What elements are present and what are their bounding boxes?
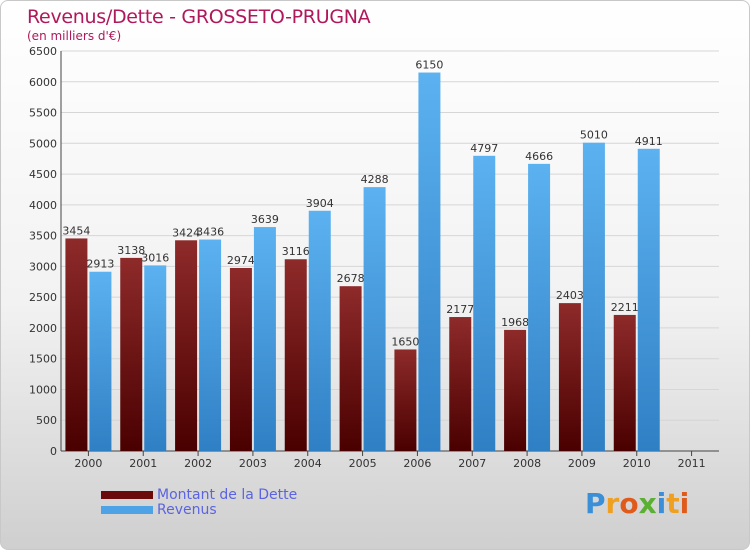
bar-revenus: [418, 72, 441, 452]
logo-letter: t: [666, 487, 680, 520]
y-tick-label: 1000: [29, 383, 57, 396]
data-label: 3116: [282, 245, 310, 258]
bar-dette: [394, 349, 417, 451]
data-label: 2913: [86, 258, 114, 271]
data-label: 2678: [337, 272, 365, 285]
bar-revenus: [582, 142, 605, 451]
y-tick-label: 6000: [29, 76, 57, 89]
y-tick-label: 5500: [29, 107, 57, 120]
legend-swatch-revenus: [101, 505, 153, 514]
data-label: 2974: [227, 254, 255, 267]
x-tick-label: 2008: [513, 457, 541, 470]
bar-dette: [175, 240, 198, 451]
chart-subtitle: (en milliers d'€): [27, 29, 122, 43]
bar-dette: [558, 303, 581, 451]
bar-revenus: [637, 148, 660, 452]
x-tick-label: 2009: [568, 457, 596, 470]
bar-revenus: [528, 163, 551, 451]
y-tick-label: 2500: [29, 291, 57, 304]
bar-dette: [504, 329, 527, 451]
proxiti-logo: Proxiti: [585, 487, 689, 520]
data-label: 3904: [306, 197, 334, 210]
data-label: 2177: [446, 303, 474, 316]
logo-letter: x: [638, 487, 657, 520]
bar-dette: [339, 286, 362, 451]
x-tick-label: 2011: [678, 457, 706, 470]
legend-label-debt: Montant de la Dette: [157, 486, 298, 503]
bar-dette: [229, 267, 252, 451]
bar-revenus: [89, 271, 112, 451]
x-tick-label: 2000: [74, 457, 102, 470]
x-tick-label: 2001: [129, 457, 157, 470]
x-tick-label: 2007: [458, 457, 486, 470]
logo-letter: P: [585, 487, 606, 520]
data-label: 3639: [251, 213, 279, 226]
data-label: 4797: [470, 142, 498, 155]
y-tick-label: 2000: [29, 322, 57, 335]
x-tick-label: 2004: [294, 457, 322, 470]
x-tick-label: 2006: [403, 457, 431, 470]
data-label: 2403: [556, 289, 584, 302]
data-label: 4666: [525, 150, 553, 163]
logo-letter: o: [619, 487, 639, 520]
y-tick-label: 0: [50, 445, 57, 458]
y-tick-label: 6500: [29, 45, 57, 58]
bar-revenus: [144, 265, 167, 451]
y-tick-label: 4000: [29, 199, 57, 212]
data-label: 4911: [635, 135, 663, 148]
y-tick-label: 500: [36, 414, 57, 427]
bar-dette: [284, 259, 307, 451]
x-tick-label: 2003: [239, 457, 267, 470]
bar-dette: [65, 238, 88, 451]
data-label: 3016: [141, 251, 169, 264]
x-tick-label: 2005: [349, 457, 377, 470]
y-tick-label: 1500: [29, 353, 57, 366]
x-tick-label: 2010: [623, 457, 651, 470]
data-label: 3454: [62, 224, 90, 237]
data-label: 2211: [611, 301, 639, 314]
y-tick-label: 4500: [29, 168, 57, 181]
bar-revenus: [473, 155, 496, 452]
data-label: 3436: [196, 226, 224, 239]
bar-dette: [449, 317, 472, 451]
data-label: 3424: [172, 226, 200, 239]
x-tick-label: 2002: [184, 457, 212, 470]
y-tick-label: 3500: [29, 230, 57, 243]
chart-title: Revenus/Dette - GROSSETO-PRUGNA: [27, 6, 371, 28]
bar-revenus: [253, 227, 276, 451]
logo-letter: i: [679, 487, 690, 520]
data-label: 1650: [391, 335, 419, 348]
bar-revenus: [363, 187, 386, 451]
bar-dette: [120, 257, 143, 451]
y-tick-label: 3000: [29, 260, 57, 273]
data-label: 4288: [361, 173, 389, 186]
legend-item-debt: Montant de la Dette: [101, 486, 298, 503]
data-label: 1968: [501, 316, 529, 329]
data-label: 6150: [415, 59, 443, 72]
legend-swatch-debt: [101, 490, 153, 499]
bar-revenus: [308, 210, 331, 451]
legend-label-revenus: Revenus: [157, 501, 217, 518]
legend: Montant de la Dette Revenus: [101, 486, 298, 518]
y-tick-label: 5000: [29, 137, 57, 150]
legend-item-revenus: Revenus: [101, 501, 297, 518]
logo-letter: i: [656, 487, 667, 520]
logo-letter: r: [605, 487, 620, 520]
bar-dette: [613, 314, 636, 451]
data-label: 3138: [117, 244, 145, 257]
bar-revenus: [199, 239, 222, 451]
data-label: 5010: [580, 129, 608, 142]
